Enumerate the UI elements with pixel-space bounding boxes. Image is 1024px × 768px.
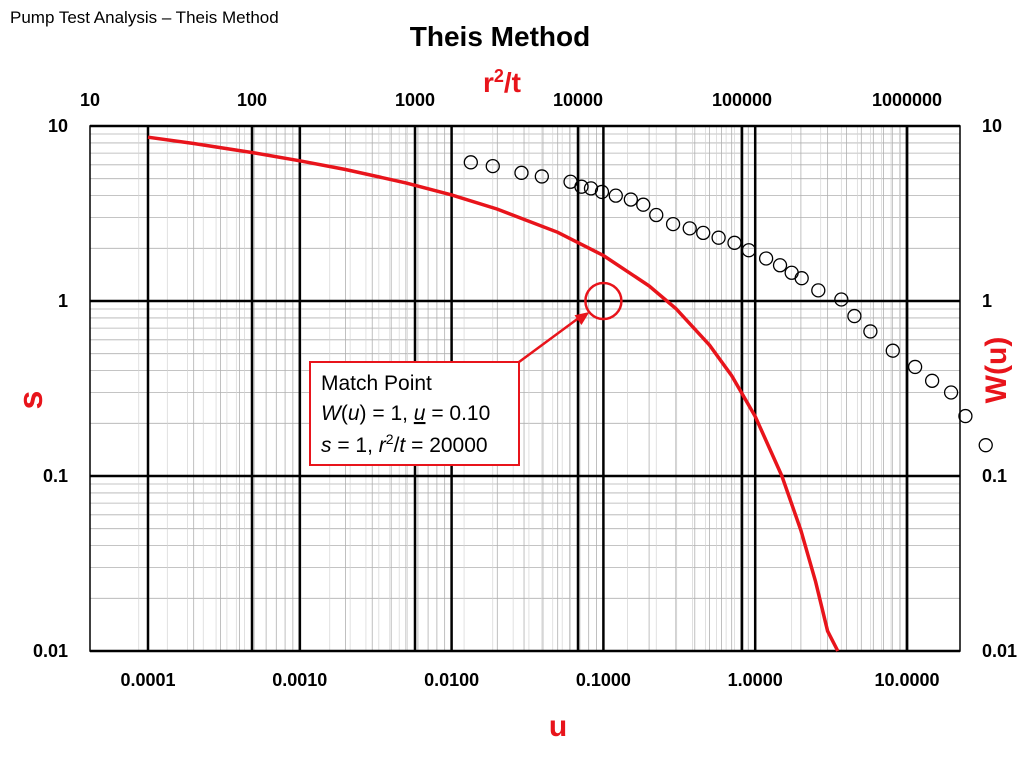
observation-point [727, 235, 742, 250]
observation-point [583, 181, 599, 196]
observation-point [863, 324, 878, 339]
left-axis-label: s [12, 391, 50, 410]
observation-point [608, 188, 623, 203]
observation-point [636, 197, 651, 212]
observation-point [649, 207, 664, 223]
observation-point [463, 155, 478, 170]
top-axis-label-rest: /t [504, 67, 521, 98]
right-tick-label: 0.01 [982, 641, 1017, 661]
top-tick-label: 10 [80, 90, 100, 110]
right-tick-label: 0.1 [982, 466, 1007, 486]
observation-point [682, 221, 697, 236]
observation-point [574, 179, 589, 194]
chart-title: Theis Method [410, 21, 590, 52]
observation-point [665, 216, 681, 232]
top-tick-label: 1000 [395, 90, 435, 110]
plot-frame [89, 125, 961, 652]
top-tick-label: 1000000 [872, 90, 942, 110]
observation-point [958, 408, 973, 424]
observation-point [485, 158, 500, 174]
observation-point [758, 251, 774, 266]
left-tick-label: 1 [58, 291, 68, 311]
top-tick-label: 10000 [553, 90, 603, 110]
theis-type-curve [147, 135, 840, 652]
minor-grid [90, 126, 960, 651]
observation-point [711, 230, 726, 245]
observation-point [514, 165, 529, 180]
top-axis-label-sup: 2 [494, 66, 504, 86]
bottom-axis-label: u [549, 710, 567, 743]
bottom-tick-label: 0.0001 [120, 670, 175, 690]
bottom-tick-label: 0.0100 [424, 670, 479, 690]
observation-point [811, 283, 826, 298]
observation-point [978, 438, 993, 453]
match-point-arrow [518, 314, 583, 364]
observation-point [772, 258, 788, 273]
observation-points [463, 155, 993, 453]
right-axis-label: W(u) [980, 337, 1013, 404]
observation-point [534, 169, 549, 184]
observation-point [594, 184, 610, 200]
left-tick-label: 0.01 [33, 641, 68, 661]
left-tick-label: 10 [48, 116, 68, 136]
annotation-title: Match Point [321, 372, 432, 395]
bottom-tick-label: 1.0000 [728, 670, 783, 690]
slide-title: Pump Test Analysis – Theis Method [10, 8, 279, 27]
observation-point [623, 192, 638, 207]
right-tick-label: 1 [982, 291, 992, 311]
match-point-arrowhead [574, 312, 590, 325]
top-axis-label-base: r [483, 67, 494, 98]
observation-point [907, 359, 923, 375]
top-tick-label: 100000 [712, 90, 772, 110]
observation-point [794, 271, 809, 286]
right-tick-label: 10 [982, 116, 1002, 136]
match-point-annotation: Match Point W(u) = 1, u = 0.10 s = 1, r2… [309, 361, 520, 466]
top-tick-label: 100 [237, 90, 267, 110]
annotation-line1: W(u) = 1, u = 0.10 [321, 402, 490, 425]
observation-point [834, 292, 849, 307]
bottom-tick-label: 10.0000 [874, 670, 939, 690]
observation-point [924, 373, 940, 388]
match-point-circle [584, 281, 623, 321]
tick-labels: 10 100 1000 10000 100000 1000000 0.0001 0.0010 0… [33, 90, 1017, 690]
bottom-tick-label: 0.1000 [576, 670, 631, 690]
observation-point [943, 385, 959, 400]
annotation-box [309, 361, 520, 466]
observation-point [696, 225, 711, 241]
top-axis-label: r2/t [483, 66, 521, 98]
observation-point [885, 343, 900, 358]
bottom-tick-label: 0.0010 [272, 670, 327, 690]
annotation-line2: s = 1, r2/t = 20000 [321, 431, 488, 457]
left-tick-label: 0.1 [43, 466, 68, 486]
observation-point [847, 308, 862, 324]
observation-point [741, 243, 756, 258]
